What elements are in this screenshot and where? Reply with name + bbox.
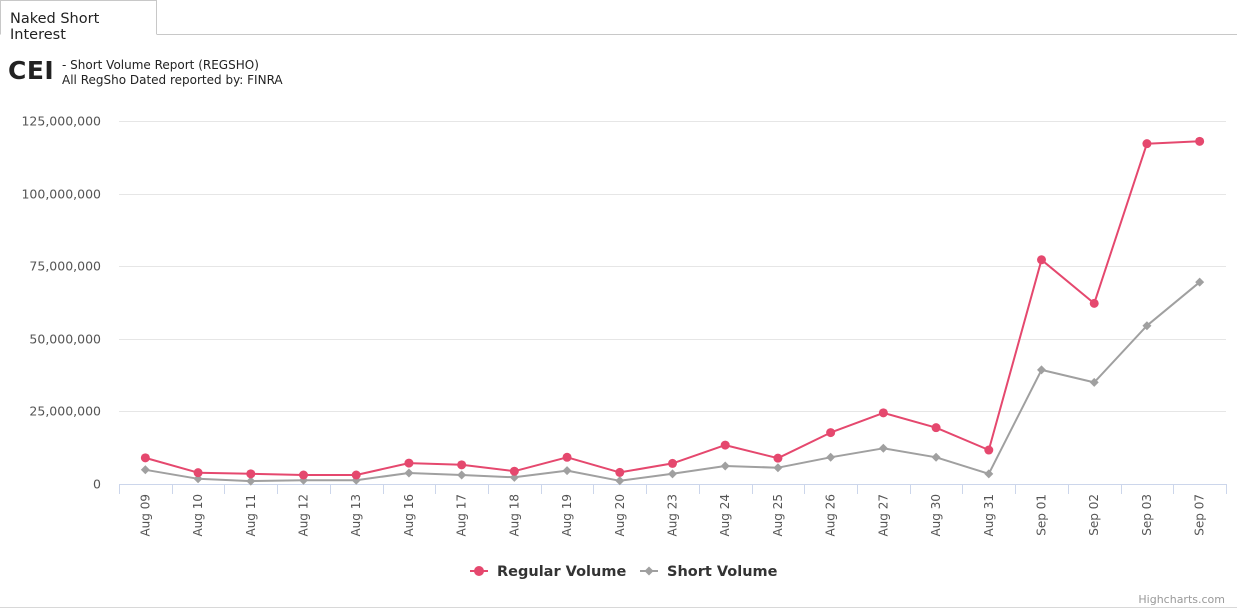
regular-volume-point xyxy=(404,458,414,468)
short-volume-point xyxy=(1089,377,1099,387)
regular-volume-point xyxy=(1037,255,1046,265)
legend-item-regular-volume[interactable]: Regular Volume xyxy=(470,564,626,580)
x-tick-label: Aug 09 xyxy=(138,494,152,537)
x-tick-label: Aug 12 xyxy=(297,494,311,537)
y-tick-label: 100,000,000 xyxy=(21,187,101,202)
short-volume-point xyxy=(140,465,150,475)
legend-label: Regular Volume xyxy=(497,564,626,580)
regular-volume-point xyxy=(668,458,677,468)
regular-volume-point xyxy=(826,428,836,438)
x-tick-label: Aug 17 xyxy=(455,494,469,537)
regular-volume-point xyxy=(984,445,994,455)
regular-volume-point xyxy=(615,467,625,477)
x-tick-label: Sep 03 xyxy=(1140,494,1154,536)
y-tick-label: 50,000,000 xyxy=(29,332,101,347)
regular-volume-point xyxy=(193,468,203,478)
short-volume-point xyxy=(773,463,783,473)
short-volume-point xyxy=(1142,321,1152,331)
short-volume-point xyxy=(720,461,730,471)
short-volume-chart: 0 25,000,000 50,000,000 75,000,000 100,000,0… xyxy=(21,114,1227,580)
tab-naked-short-interest[interactable]: Naked Short Interest xyxy=(0,0,157,43)
short-volume-point xyxy=(404,468,414,478)
x-tick-label: Aug 27 xyxy=(876,494,890,537)
legend-label: Short Volume xyxy=(667,564,778,580)
short-volume-point xyxy=(562,466,572,476)
short-volume-point xyxy=(1195,277,1205,287)
y-tick-label: 25,000,000 xyxy=(29,404,101,419)
regular-volume-point xyxy=(878,408,888,418)
regular-volume-point xyxy=(246,469,256,479)
x-tick-label: Sep 02 xyxy=(1087,494,1101,536)
x-tick-label: Aug 10 xyxy=(191,494,205,537)
regular-volume-point xyxy=(720,440,730,450)
regular-volume-point xyxy=(140,453,150,463)
x-tick-label: Aug 23 xyxy=(666,494,680,537)
tab-bar: Naked Short Interest xyxy=(0,0,1237,43)
x-tick-label: Sep 07 xyxy=(1193,494,1207,536)
x-tick-label: Aug 30 xyxy=(929,494,943,537)
x-tick-label: Aug 24 xyxy=(718,494,732,537)
regular-volume-point xyxy=(457,460,467,470)
legend-diamond-marker xyxy=(644,566,654,576)
report-line: - Short Volume Report (REGSHO) xyxy=(62,58,259,72)
regular-volume-point xyxy=(351,470,361,480)
short-volume-point xyxy=(826,452,836,462)
short-volume-point xyxy=(984,469,994,479)
short-volume-point xyxy=(615,476,625,486)
x-tick-label: Aug 11 xyxy=(244,494,258,537)
highcharts-credits[interactable]: Highcharts.com xyxy=(1138,593,1225,606)
y-tick-label: 0 xyxy=(93,477,101,492)
short-volume-point xyxy=(246,476,256,486)
regular-volume-point xyxy=(931,423,941,433)
short-volume-point xyxy=(668,469,677,479)
regular-volume-point xyxy=(773,453,783,463)
short-volume-point xyxy=(931,452,941,462)
y-tick-label: 75,000,000 xyxy=(29,259,101,274)
x-tick-label: Aug 20 xyxy=(613,494,627,537)
short-volume-line xyxy=(145,281,1201,483)
report-subtitle: - Short Volume Report (REGSHO) All RegSh… xyxy=(62,58,283,88)
legend-circle-marker xyxy=(474,566,484,576)
x-tick-label: Aug 26 xyxy=(824,494,838,537)
x-tick-label: Aug 18 xyxy=(507,494,521,537)
y-tick-label: 125,000,000 xyxy=(21,114,101,129)
regular-volume-point xyxy=(562,452,572,462)
x-tick-label: Aug 25 xyxy=(771,494,785,537)
x-tick-label: Aug 13 xyxy=(349,494,363,537)
short-volume-point xyxy=(457,470,467,480)
regular-volume-point xyxy=(1089,298,1099,308)
x-tick-label: Aug 16 xyxy=(402,494,416,537)
bottom-divider xyxy=(0,607,1237,608)
regular-volume-point xyxy=(299,470,308,480)
legend-item-short-volume[interactable]: Short Volume xyxy=(640,564,778,580)
regular-volume-point xyxy=(1195,136,1205,146)
regular-volume-point xyxy=(509,466,519,476)
ticker-symbol: CEI xyxy=(8,56,55,85)
x-tick-label: Aug 31 xyxy=(982,494,996,537)
short-volume-point xyxy=(1037,365,1046,375)
short-volume-point xyxy=(878,443,888,453)
regular-volume-point xyxy=(1142,139,1152,149)
regular-volume-line xyxy=(145,140,1200,476)
source-line: All RegSho Dated reported by: FINRA xyxy=(62,73,283,87)
x-tick-label: Aug 19 xyxy=(560,494,574,537)
x-tick-label: Sep 01 xyxy=(1035,494,1049,536)
